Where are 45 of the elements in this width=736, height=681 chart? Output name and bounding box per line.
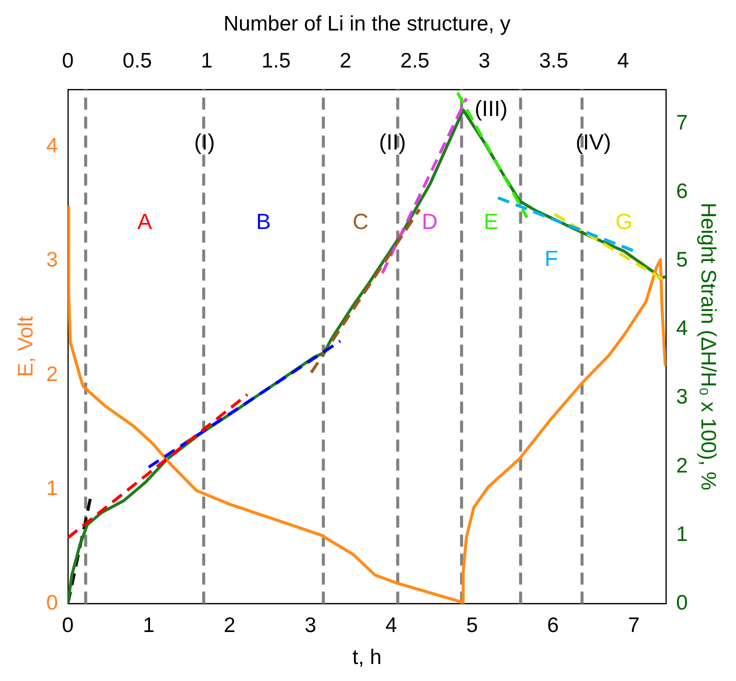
y2-tick-label: 4	[676, 317, 688, 340]
annotation: (I)	[194, 129, 215, 154]
y-tick-label: 1	[46, 477, 58, 500]
annotation: (II)	[379, 129, 406, 154]
x-tick-label: 2	[224, 614, 236, 637]
y2-tick-label: 7	[676, 111, 688, 134]
x2-tick-label: 2.5	[400, 50, 430, 73]
annotation: (IV)	[576, 129, 612, 154]
y-tick-label: 4	[46, 134, 58, 158]
text: B	[256, 209, 271, 234]
annotation: (III)	[474, 96, 508, 122]
y-axis-title: E, Volt	[14, 316, 38, 377]
x2-tick-label: 1	[200, 50, 213, 73]
x2-tick-label: 1.5	[261, 50, 291, 73]
x-tick-label: 5	[466, 614, 478, 637]
y-tick-label: 2	[46, 362, 58, 386]
series-label: F	[544, 246, 558, 272]
x-tick-label: 1	[142, 614, 155, 637]
series-label: C	[352, 209, 369, 234]
x-tick-label: 4	[385, 614, 398, 637]
y2-tick-label: 2	[676, 454, 688, 478]
x-axis-title: t, h	[352, 646, 382, 670]
x2-axis-title: Number of Li in the structure, y	[223, 12, 512, 36]
x-tick-label: 7	[628, 614, 640, 637]
y-tick-label: 3	[46, 248, 58, 272]
x-tick-label: 6	[547, 614, 559, 637]
y2-tick-label: 3	[676, 386, 688, 409]
x2-tick-label: 3.5	[539, 50, 568, 73]
series-label: D	[422, 209, 438, 234]
y2-tick-label: 6	[676, 180, 688, 204]
y2-tick-label: 0	[676, 591, 688, 614]
y2-tick-label: 1	[676, 522, 688, 546]
y2-axis-title: Height Strain (ΔH/H₀ x 100), %	[696, 202, 720, 490]
y-tick-label: 0	[46, 591, 58, 614]
x2-tick-label: 3	[478, 50, 490, 73]
series-label: E	[484, 209, 498, 234]
x-tick-label: 3	[304, 614, 316, 637]
y2-tick-label: 5	[676, 248, 688, 272]
x2-tick-label: 0.5	[122, 50, 152, 73]
x2-tick-label: 4	[617, 50, 630, 73]
x2-tick-label: 2	[340, 50, 352, 73]
text: A	[137, 209, 152, 234]
x-tick-label: 0	[62, 614, 74, 637]
series-label: G	[616, 209, 633, 234]
x2-tick-label: 0	[62, 50, 74, 73]
